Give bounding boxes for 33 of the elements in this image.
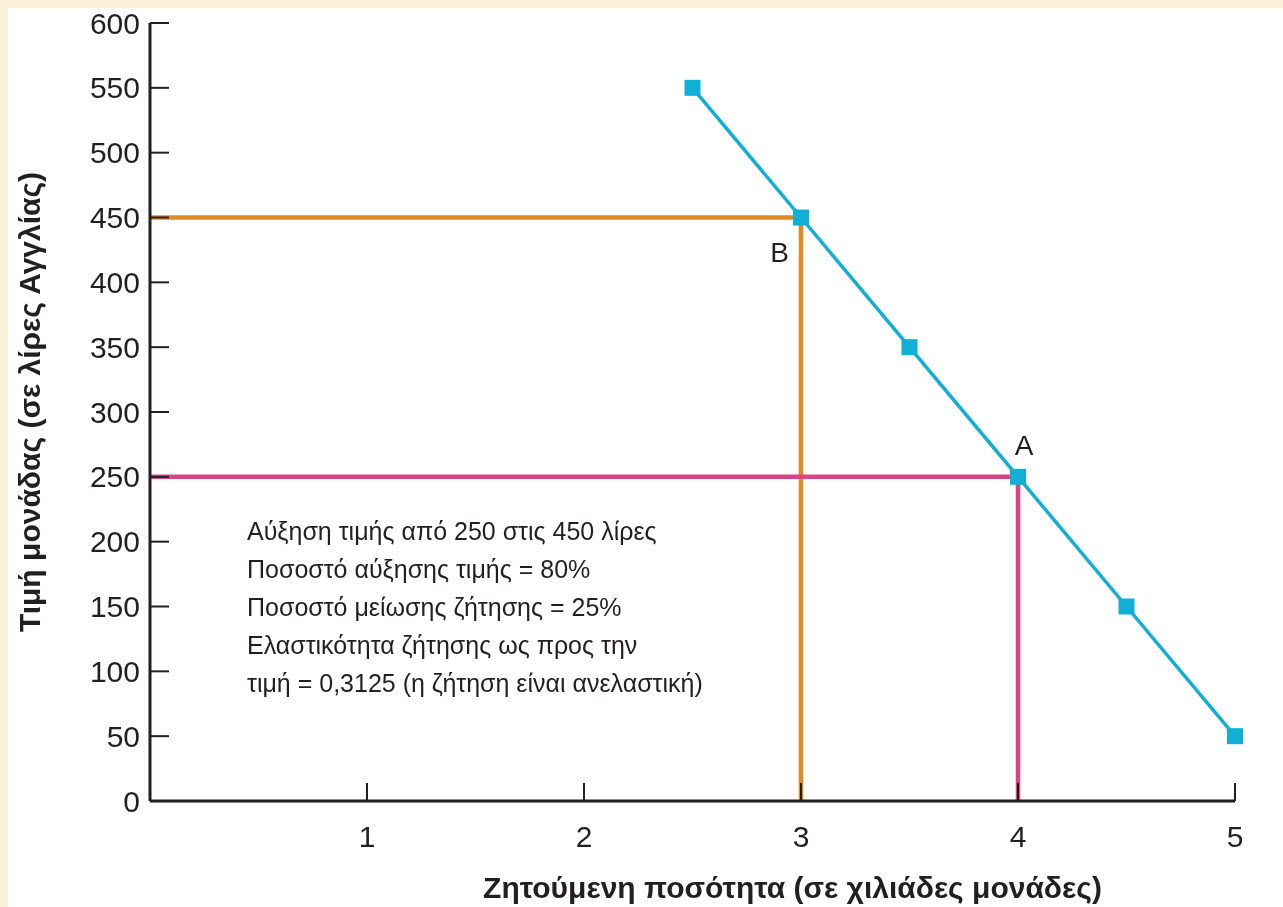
annotation: Αύξηση τιμής από 250 στις 450 λίρες bbox=[247, 517, 657, 545]
point bbox=[901, 339, 918, 356]
point bbox=[1118, 598, 1135, 615]
y-tick-label: 50 bbox=[106, 719, 140, 753]
annotation: τιμή = 0,3125 (η ζήτηση είναι ανελαστική) bbox=[247, 669, 703, 697]
y-tick-label: 150 bbox=[89, 590, 140, 623]
y-axis-title: Τιμή μονάδας (σε λίρες Αγγλίας) bbox=[13, 171, 46, 633]
y-tick-label: 200 bbox=[89, 525, 140, 559]
annotation: B bbox=[770, 236, 789, 268]
x-tick-label: 1 bbox=[358, 820, 376, 853]
point bbox=[1227, 728, 1243, 745]
point bbox=[1010, 468, 1026, 485]
y-tick-label: 550 bbox=[89, 71, 140, 105]
y-tick-label: 350 bbox=[89, 330, 140, 364]
annotation: A bbox=[1014, 429, 1034, 461]
y-tick-label: 300 bbox=[89, 395, 140, 429]
x-tick-label: 5 bbox=[1226, 820, 1244, 853]
x-tick-label: 4 bbox=[1009, 820, 1027, 853]
point bbox=[793, 209, 809, 226]
y-tick-label: 450 bbox=[89, 201, 140, 234]
point bbox=[684, 79, 701, 96]
y-tick-label: 600 bbox=[89, 6, 140, 40]
x-tick-label: 2 bbox=[575, 820, 593, 853]
y-tick-label: 400 bbox=[89, 265, 140, 299]
y-tick-label: 250 bbox=[89, 460, 140, 494]
y-tick-label: 100 bbox=[89, 654, 140, 688]
y-tick-label: 500 bbox=[89, 136, 140, 170]
y-tick-label: 0 bbox=[123, 784, 140, 818]
x-axis-title: Ζητούμενη ποσότητα (σε χιλιάδες μονάδες) bbox=[483, 871, 1102, 904]
annotation: Ποσοστό αύξησης τιμής = 80% bbox=[247, 555, 591, 583]
annotation: Ελαστικότητα ζήτησης ως προς την bbox=[247, 631, 638, 659]
x-tick-label: 3 bbox=[792, 820, 810, 853]
annotation: Ποσοστό μείωσης ζήτησης = 25% bbox=[247, 593, 622, 621]
